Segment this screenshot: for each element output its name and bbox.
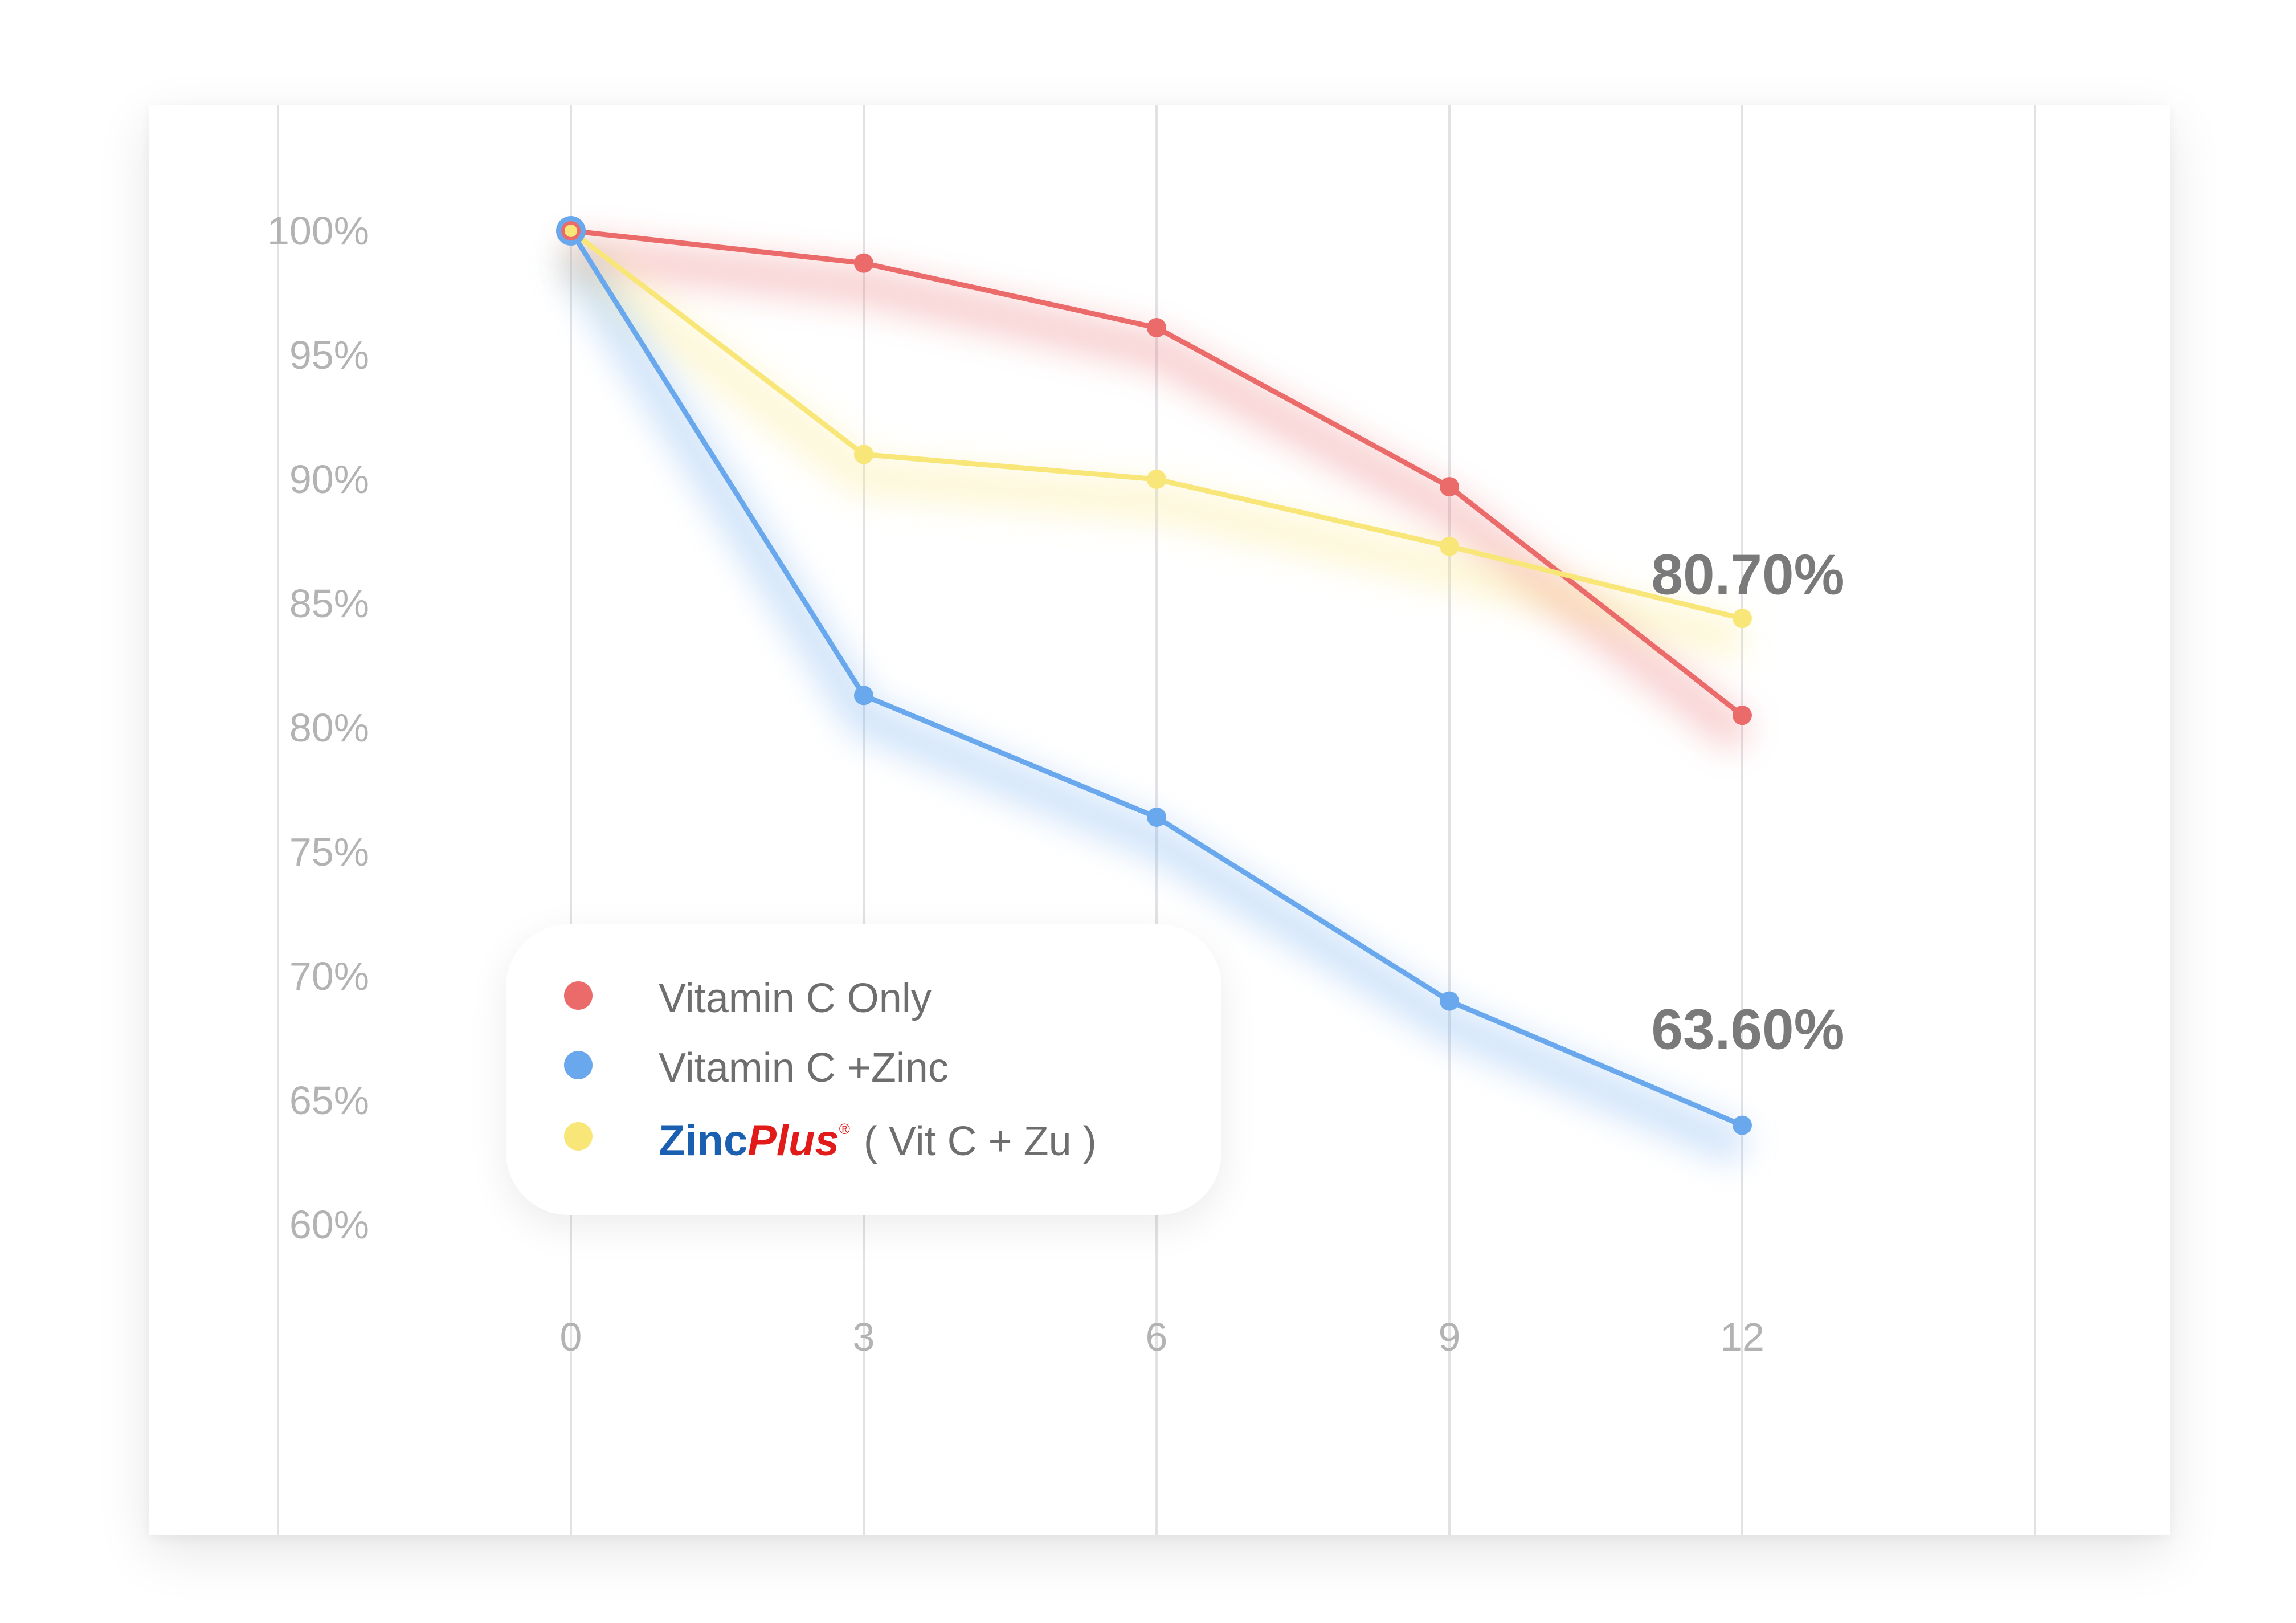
- series-marker: [1439, 991, 1459, 1011]
- y-tick-label: 60%: [289, 1202, 369, 1247]
- y-axis-ticks: 100% 95% 90% 85% 80% 75% 70% 65% 60%: [267, 209, 369, 1247]
- legend-item-vitamin-c-zinc: Vitamin C +Zinc: [506, 1037, 1221, 1094]
- y-tick-label: 80%: [289, 706, 369, 750]
- series-marker: [565, 225, 577, 237]
- series-marker: [853, 686, 873, 706]
- legend: Vitamin C Only Vitamin C +Zinc ZincPlus®…: [506, 924, 1221, 1215]
- x-tick-label: 0: [560, 1315, 582, 1359]
- legend-label: ZincPlus® ( Vit C + Zu ): [659, 1116, 1097, 1165]
- registered-mark: ®: [839, 1120, 850, 1137]
- x-tick-label: 9: [1439, 1315, 1461, 1359]
- y-tick-label: 85%: [289, 581, 369, 626]
- y-tick-label: 70%: [289, 954, 369, 998]
- series-marker: [1439, 536, 1459, 556]
- y-tick-label: 90%: [289, 457, 369, 501]
- series-glow-path: [560, 240, 1747, 658]
- zincplus-logo-zinc: Zinc: [659, 1116, 748, 1165]
- end-value-label: 63.60%: [1651, 998, 1844, 1062]
- series-marker: [1146, 318, 1166, 338]
- series-marker: [1732, 1115, 1752, 1135]
- legend-suffix: ( Vit C + Zu ): [863, 1119, 1097, 1164]
- zincplus-logo-plus: Plus: [747, 1116, 839, 1165]
- legend-dot-icon: [564, 981, 593, 1010]
- series-marker: [1439, 477, 1459, 497]
- x-tick-label: 12: [1720, 1315, 1764, 1359]
- legend-item-zincplus: ZincPlus® ( Vit C + Zu ): [506, 1108, 1221, 1165]
- series-glow: [556, 236, 1753, 1164]
- y-tick-label: 65%: [289, 1078, 369, 1123]
- end-value-label: 80.70%: [1651, 543, 1844, 607]
- end-annotations: 80.70% 63.60%: [1651, 543, 1844, 1062]
- y-tick-label: 75%: [289, 830, 369, 874]
- series-marker: [1146, 807, 1166, 827]
- series-glow-path: [556, 244, 1749, 1164]
- legend-item-vitamin-c-only: Vitamin C Only: [506, 967, 1221, 1024]
- y-tick-label: 100%: [267, 209, 369, 253]
- series-marker: [1732, 609, 1752, 629]
- legend-dot-icon: [564, 1122, 593, 1151]
- series-marker: [853, 253, 873, 273]
- y-tick-label: 95%: [289, 333, 369, 377]
- series-marker: [853, 445, 873, 464]
- x-tick-label: 3: [853, 1315, 875, 1359]
- series-marker: [1146, 470, 1166, 489]
- series-marker: [1732, 706, 1752, 725]
- legend-label: Vitamin C +Zinc: [659, 1045, 949, 1091]
- x-axis-ticks: 0 3 6 9 12: [560, 1315, 1764, 1359]
- legend-label: Vitamin C Only: [659, 976, 932, 1021]
- series-lines: [556, 216, 1752, 1135]
- x-tick-label: 6: [1146, 1315, 1168, 1359]
- legend-dot-icon: [564, 1051, 593, 1079]
